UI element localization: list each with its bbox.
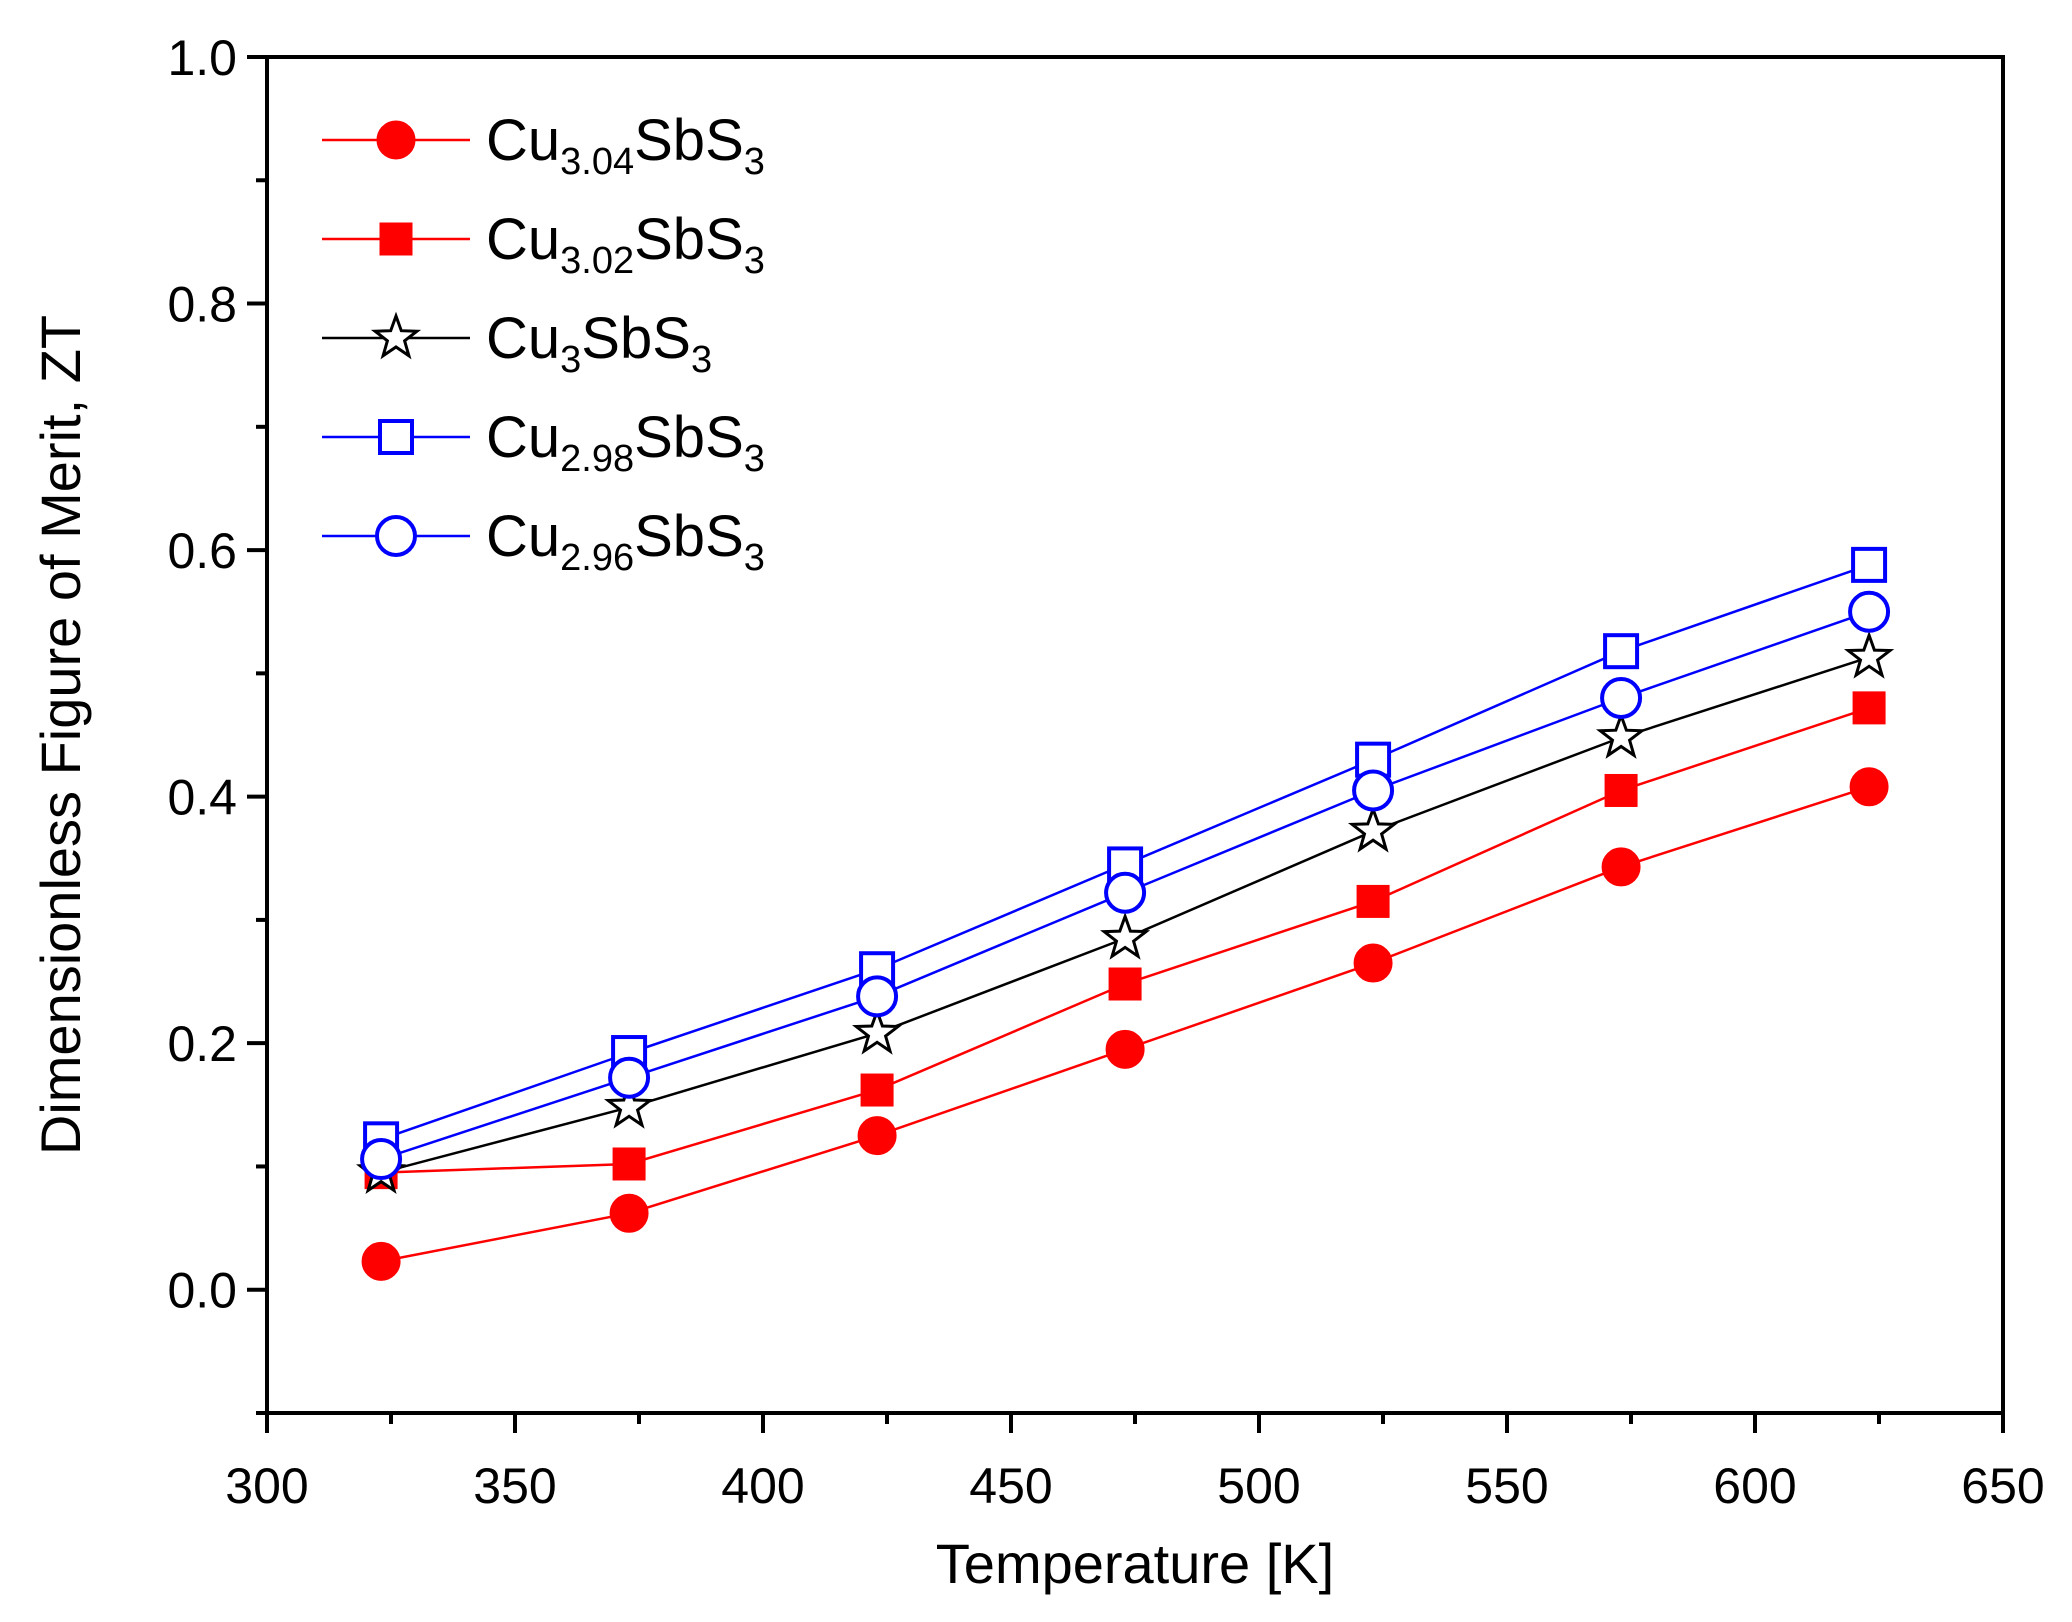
legend-entry: Cu3.02SbS3	[322, 207, 765, 282]
legend-marker	[375, 515, 417, 557]
legend-label: Cu3.04SbS3	[486, 108, 765, 183]
y-tick-label: 0.2	[167, 1016, 237, 1072]
plot-frame	[265, 55, 2005, 1415]
legend-marker	[379, 222, 413, 256]
data-point	[856, 975, 899, 1018]
y-tick-label: 0.6	[167, 523, 237, 579]
y-tick-label: 1.0	[167, 30, 237, 86]
legend: Cu3.04SbS3 Cu3.02SbS3 Cu3SbS3 Cu2.98SbS3 Cu2…	[322, 108, 765, 579]
data-point	[1347, 804, 1399, 853]
data-point	[361, 1241, 401, 1281]
data-point	[1595, 711, 1647, 759]
x-tick-label: 350	[473, 1458, 556, 1514]
legend-entry: Cu3.04SbS3	[322, 108, 765, 183]
legend-label: Cu2.96SbS3	[486, 504, 765, 579]
legend-marker	[370, 311, 422, 360]
data-point	[860, 1073, 894, 1107]
data-point	[360, 1138, 403, 1181]
legend-label: Cu3SbS3	[486, 306, 712, 381]
x-tick-label: 400	[721, 1458, 804, 1514]
y-tick-label: 0.8	[167, 277, 237, 333]
y-axis-title: Dimensionless Figure of Merit, ZT	[29, 315, 92, 1155]
legend-label: Cu2.98SbS3	[486, 405, 765, 480]
x-tick-label: 550	[1465, 1458, 1548, 1514]
data-point	[852, 1006, 903, 1055]
data-point	[1600, 677, 1643, 720]
series-4	[360, 590, 1891, 1181]
data-point	[1604, 773, 1638, 807]
y-tick-label: 0.0	[167, 1263, 237, 1319]
y-tick-label: 0.4	[167, 770, 237, 826]
data-point	[609, 1193, 649, 1233]
data-point	[1849, 767, 1889, 807]
data-point	[1105, 1029, 1145, 1069]
data-point	[608, 1056, 651, 1099]
x-tick-label: 650	[1961, 1458, 2044, 1514]
data-point	[1356, 884, 1390, 918]
data-point	[604, 1080, 655, 1129]
x-axis-title: Temperature [K]	[936, 1532, 1334, 1595]
legend-marker	[378, 419, 414, 455]
data-point	[1851, 546, 1888, 583]
data-point	[1843, 630, 1895, 679]
data-point	[857, 1116, 897, 1156]
data-point	[1108, 967, 1142, 1001]
series-0	[361, 767, 1889, 1281]
legend-label: Cu3.02SbS3	[486, 207, 765, 282]
x-tick-label: 300	[225, 1458, 308, 1514]
x-tick-label: 450	[969, 1458, 1052, 1514]
x-tick-label: 600	[1713, 1458, 1796, 1514]
legend-entry: Cu3SbS3	[322, 306, 712, 381]
data-point	[612, 1147, 646, 1181]
data-point	[1353, 943, 1393, 983]
data-point	[1852, 691, 1886, 725]
data-point	[1603, 633, 1640, 670]
series-layer	[356, 546, 1895, 1281]
x-tick-label: 500	[1217, 1458, 1300, 1514]
legend-entry: Cu2.98SbS3	[322, 405, 765, 480]
data-point	[1848, 590, 1891, 633]
data-point	[1104, 871, 1147, 914]
data-point	[1601, 847, 1641, 887]
legend-entry: Cu2.96SbS3	[322, 504, 765, 579]
data-point	[1352, 769, 1395, 812]
axes: 300 350 400 450 500 550 600 650 0.0 0.2 0.4 0.6 0.8 1…	[167, 30, 2044, 1514]
data-point	[1100, 911, 1151, 960]
legend-marker	[376, 120, 416, 160]
